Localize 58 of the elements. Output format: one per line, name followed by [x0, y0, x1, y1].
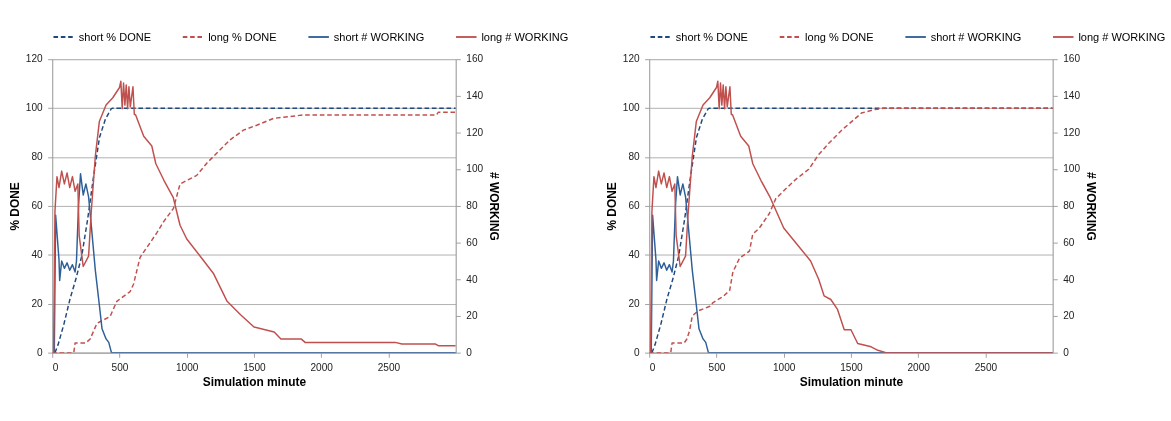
y-tick-label: 100 — [622, 102, 640, 114]
x-axis-title: Simulation minute — [202, 375, 307, 390]
y-tick-label: 120 — [622, 53, 640, 65]
y2-tick-label: 100 — [1063, 163, 1081, 175]
x-tick-label: 2500 — [974, 362, 998, 374]
x-tick-label: 2000 — [907, 362, 931, 374]
y-tick-label: 120 — [25, 53, 44, 65]
y-tick-label: 40 — [628, 249, 640, 261]
y2-axis-title: # WORKING — [486, 172, 501, 241]
y-tick-label: 20 — [31, 297, 44, 309]
x-axis-title: Simulation minute — [799, 375, 904, 390]
y2-tick-label: 60 — [1063, 236, 1075, 248]
y2-tick-label: 0 — [466, 346, 473, 358]
y-tick-label: 40 — [31, 249, 44, 261]
y2-tick-label: 60 — [466, 236, 478, 248]
y-tick-label: 80 — [31, 151, 44, 163]
legend-label: short % DONE — [78, 30, 151, 43]
y-tick-label: 20 — [628, 297, 640, 309]
y2-tick-label: 40 — [466, 273, 478, 285]
legend-label: long % DONE — [805, 30, 874, 43]
y-tick-label: 80 — [628, 151, 640, 163]
legend-label: short % DONE — [675, 30, 748, 43]
y-tick-label: 60 — [628, 200, 640, 212]
y2-tick-label: 120 — [1063, 126, 1081, 138]
y2-axis-title: # WORKING — [1083, 172, 1098, 241]
x-tick-label: 1000 — [176, 362, 199, 374]
y-axis-title: % DONE — [605, 182, 620, 231]
y2-tick-label: 20 — [466, 310, 478, 322]
x-tick-label: 500 — [708, 362, 726, 374]
y2-tick-label: 80 — [466, 200, 478, 212]
y2-tick-label: 140 — [1063, 90, 1081, 102]
x-tick-label: 0 — [649, 362, 656, 374]
y2-tick-label: 160 — [466, 53, 484, 65]
y-tick-label: 100 — [25, 102, 44, 114]
y2-tick-label: 20 — [1063, 310, 1075, 322]
y-tick-label: 60 — [31, 200, 44, 212]
legend-label: long % DONE — [208, 30, 277, 43]
legend-label: long # WORKING — [1078, 30, 1166, 43]
x-tick-label: 500 — [111, 362, 129, 374]
x-tick-label: 1000 — [772, 362, 796, 374]
x-tick-label: 2500 — [377, 362, 401, 374]
x-tick-label: 0 — [52, 362, 59, 374]
y2-tick-label: 40 — [1063, 273, 1075, 285]
y2-tick-label: 140 — [466, 90, 484, 102]
legend-label: short # WORKING — [930, 30, 1022, 43]
y-axis-title: % DONE — [8, 182, 23, 231]
y2-tick-label: 160 — [1063, 53, 1081, 65]
legend-label: short # WORKING — [333, 30, 425, 43]
legend-label: long # WORKING — [481, 30, 569, 43]
y2-tick-label: 0 — [1063, 346, 1070, 358]
x-tick-label: 2000 — [310, 362, 334, 374]
x-tick-label: 1500 — [243, 362, 267, 374]
y-tick-label: 0 — [633, 346, 640, 358]
y-tick-label: 0 — [37, 346, 44, 358]
y2-tick-label: 80 — [1063, 200, 1075, 212]
y2-tick-label: 120 — [466, 126, 484, 138]
x-tick-label: 1500 — [840, 362, 864, 374]
y2-tick-label: 100 — [466, 163, 484, 175]
